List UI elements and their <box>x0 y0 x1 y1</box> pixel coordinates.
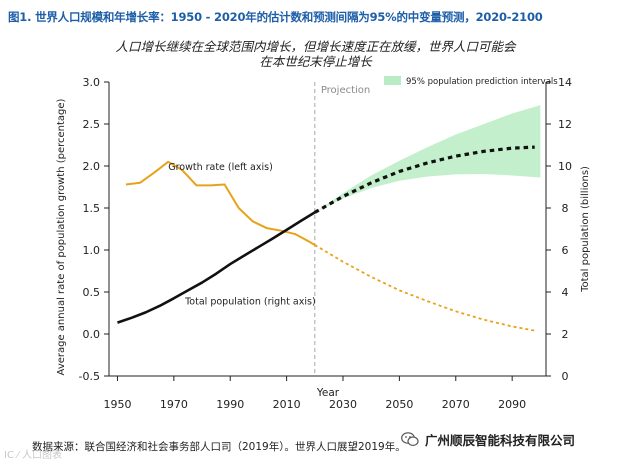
right-tick-label: 10 <box>558 160 572 173</box>
x-tick-label: 1970 <box>160 398 188 411</box>
right-tick-label: 12 <box>558 118 572 131</box>
figure-title: 图1. 世界人口规模和年增长率：1950 - 2020年的估计数和预测间隔为95… <box>8 10 543 24</box>
left-tick-label: 2.5 <box>83 118 101 131</box>
left-tick-label: 2.0 <box>83 160 101 173</box>
left-tick-label: 1.0 <box>83 244 101 257</box>
left-tick-label: 0.5 <box>83 286 101 299</box>
right-tick-label: 4 <box>562 286 569 299</box>
right-tick-label: 2 <box>562 328 569 341</box>
left-tick-label: 0.0 <box>83 328 101 341</box>
subtitle-line-2: 在本世纪末停止增长 <box>259 54 372 69</box>
growth-rate-annotation: Growth rate (left axis) <box>168 162 273 173</box>
series-1-estimate-line <box>117 211 316 324</box>
x-tick-label: 1950 <box>103 398 131 411</box>
series-1-projection-line <box>314 145 535 214</box>
right-tick-label: 0 <box>562 370 569 383</box>
x-axis-title: Year <box>316 387 340 399</box>
legend-label: 95% population prediction intervals <box>406 77 558 87</box>
series-0-projection-line <box>314 244 535 332</box>
x-tick-label: 2050 <box>385 398 413 411</box>
x-tick-label: 2030 <box>329 398 357 411</box>
right-tick-label: 8 <box>562 202 569 215</box>
left-tick-label: -0.5 <box>79 370 100 383</box>
x-tick-label: 2010 <box>273 398 301 411</box>
data-source-note: 数据来源：联合国经济和社会事务部人口司（2019年）。世界人口展望2019年。 <box>32 441 406 453</box>
left-tick-label: 1.5 <box>83 202 101 215</box>
company-credit: 广州顺辰智能科技有限公司 <box>401 430 575 449</box>
right-tick-label: 14 <box>558 76 572 89</box>
wechat-icon <box>401 432 419 446</box>
projection-label: Projection <box>321 85 370 96</box>
x-tick-label: 2090 <box>498 398 526 411</box>
left-tick-label: 3.0 <box>83 76 101 89</box>
legend-swatch <box>384 76 401 85</box>
right-axis-title: Total population (billions) <box>580 166 591 293</box>
left-axis-title: Average annual rate of population growth… <box>56 98 67 375</box>
watermark: IC ⁄ 人口图表 <box>4 450 62 461</box>
prediction-interval-band <box>314 105 541 213</box>
right-tick-label: 6 <box>562 244 569 257</box>
series-0-estimate-line <box>125 160 316 246</box>
population-annotation: Total population (right axis) <box>184 297 316 308</box>
x-tick-label: 1990 <box>216 398 244 411</box>
subtitle-line-1: 人口增长继续在全球范围内增长，但增长速度正在放缓，世界人口可能会 <box>115 39 516 54</box>
company-name: 广州顺辰智能科技有限公司 <box>425 433 576 448</box>
x-tick-label: 2070 <box>442 398 470 411</box>
